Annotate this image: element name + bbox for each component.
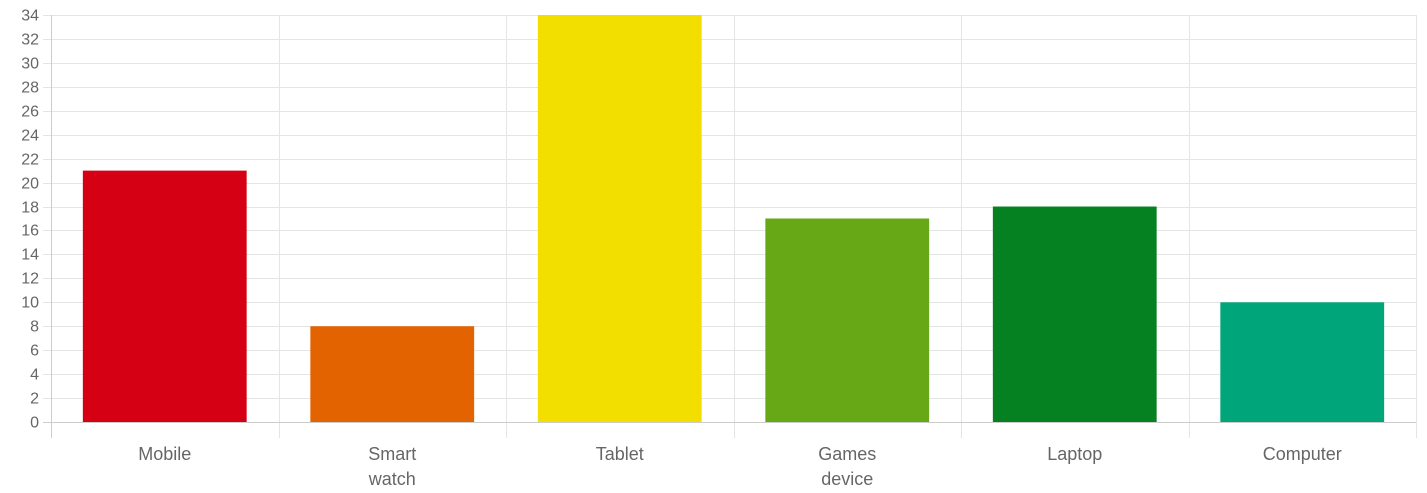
y-tick-label: 34 <box>21 8 39 25</box>
x-tick-label: Tablet <box>596 444 644 464</box>
y-tick-label: 4 <box>30 367 39 384</box>
bar-games-device[interactable] <box>765 219 929 423</box>
y-tick-label: 26 <box>21 104 39 121</box>
y-tick-label: 16 <box>21 223 39 240</box>
y-tick-label: 8 <box>30 319 39 336</box>
y-tick-label: 22 <box>21 152 39 169</box>
x-tick-label: Laptop <box>1047 444 1102 464</box>
x-tick-label: Games device <box>818 444 876 489</box>
y-tick-label: 14 <box>21 247 39 264</box>
y-tick-label: 2 <box>30 391 39 408</box>
grid-lines <box>43 15 1417 438</box>
x-tick-label: Mobile <box>138 444 191 464</box>
y-tick-label: 0 <box>30 415 39 432</box>
bar-computer[interactable] <box>1220 302 1384 422</box>
x-tick-label: Computer <box>1263 444 1342 464</box>
bars <box>83 15 1384 422</box>
bar-laptop[interactable] <box>993 207 1157 422</box>
x-axis-ticks: Mobile Smart watch Tablet Games device Laptop C… <box>138 444 1342 489</box>
bar-mobile[interactable] <box>83 171 247 422</box>
bar-tablet[interactable] <box>538 15 702 422</box>
y-tick-label: 20 <box>21 176 39 193</box>
x-tick-label: Smart watch <box>368 444 417 489</box>
y-tick-label: 24 <box>21 128 39 145</box>
y-tick-label: 32 <box>21 32 39 49</box>
bar-smart-watch[interactable] <box>310 326 474 422</box>
y-tick-label: 10 <box>21 295 39 312</box>
y-tick-label: 30 <box>21 56 39 73</box>
y-tick-label: 28 <box>21 80 39 97</box>
y-tick-label: 18 <box>21 200 39 217</box>
y-tick-label: 12 <box>21 271 39 288</box>
y-tick-label: 6 <box>30 343 39 360</box>
